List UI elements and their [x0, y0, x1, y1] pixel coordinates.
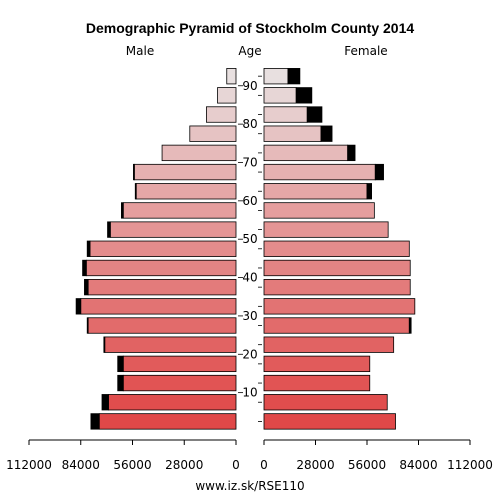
age-tick-label-60: 60: [242, 194, 257, 208]
age-tick-label-70: 70: [242, 155, 257, 169]
female-bar-35-39: [263, 278, 411, 296]
male-foreign-bar-30-34: [75, 298, 82, 315]
male-foreign-bar-50-54: [107, 221, 111, 238]
x-tick-label-9: 112000: [447, 458, 493, 472]
female-bar-45-49: [263, 240, 410, 257]
age-tick-label-50: 50: [242, 232, 257, 246]
male-bar-50-54: [109, 221, 237, 238]
age-tick-label-80: 80: [242, 117, 257, 131]
female-axis-label: Female: [344, 44, 387, 58]
age-axis: 10 20 30 40 50 60 70 80 90: [238, 75, 262, 422]
male-bar-85-89: [217, 87, 237, 104]
female-foreign-bar-65-69: [374, 163, 384, 181]
female-foreign-bar-90+: [287, 68, 301, 85]
female-bar-50-54: [263, 221, 389, 238]
male-foreign-bar-20-24: [103, 336, 106, 353]
male-foreign-bar-10-14: [117, 374, 124, 392]
male-foreign-bar-65-69: [133, 163, 135, 181]
female-bar-60-64: [263, 183, 368, 200]
female-foreign-bar-70-74: [347, 144, 356, 162]
x-tick-label-4: 0: [232, 458, 240, 472]
male-foreign-bar-35-39: [84, 278, 89, 296]
male-bar-90+: [226, 68, 237, 85]
female-bar-40-44: [263, 259, 411, 277]
male-bar-5-9: [108, 394, 237, 411]
x-axis: 112000 84000 56000 28000 0 0 28000 56000 84000 11…: [6, 439, 493, 472]
female-bars: [263, 68, 416, 430]
male-foreign-bar-45-49: [86, 240, 91, 257]
male-foreign-bar-25-29: [86, 317, 89, 334]
female-bar-80-84: [263, 106, 308, 123]
male-axis-label: Male: [126, 44, 154, 58]
female-bar-90+: [263, 68, 289, 85]
male-bars: [75, 68, 237, 430]
x-tick-label-3: 28000: [165, 458, 203, 472]
female-bar-0-4: [263, 413, 396, 430]
male-bar-25-29: [87, 317, 237, 334]
chart-title: Demographic Pyramid of Stockholm County …: [86, 20, 415, 36]
female-foreign-bar-75-79: [320, 125, 333, 142]
female-bar-10-14: [263, 374, 371, 392]
male-foreign-bar-60-64: [134, 183, 137, 200]
female-bar-65-69: [263, 163, 376, 181]
male-foreign-bar-0-4: [90, 413, 100, 430]
x-tick-label-1: 84000: [62, 458, 100, 472]
male-bar-45-49: [89, 240, 237, 257]
age-tick-label-90: 90: [242, 79, 257, 93]
female-bar-85-89: [263, 87, 297, 104]
female-foreign-bar-60-64: [366, 183, 372, 200]
female-bar-55-59: [263, 202, 375, 219]
male-bar-80-84: [206, 106, 237, 123]
male-bar-0-4: [98, 413, 237, 430]
female-bar-75-79: [263, 125, 322, 142]
male-bar-40-44: [85, 259, 237, 277]
female-foreign-bar-25-29: [408, 317, 412, 334]
x-tick-label-8: 84000: [399, 458, 437, 472]
male-bar-75-79: [189, 125, 237, 142]
female-bar-25-29: [263, 317, 410, 334]
male-bar-35-39: [87, 278, 237, 296]
male-bar-55-59: [122, 202, 237, 219]
male-foreign-bar-15-19: [117, 355, 124, 373]
age-tick-label-40: 40: [242, 271, 257, 285]
age-tick-label-30: 30: [242, 309, 257, 323]
source-label: www.iz.sk/RSE110: [195, 479, 304, 493]
male-bar-60-64: [135, 183, 237, 200]
male-foreign-bar-5-9: [101, 394, 109, 411]
male-foreign-bar-40-44: [82, 259, 87, 277]
x-tick-label-6: 28000: [296, 458, 334, 472]
x-tick-label-7: 56000: [348, 458, 386, 472]
male-bar-15-19: [122, 355, 237, 373]
female-bar-70-74: [263, 144, 349, 162]
x-tick-label-5: 0: [260, 458, 268, 472]
female-bar-5-9: [263, 394, 388, 411]
male-bar-70-74: [161, 144, 237, 162]
female-bar-30-34: [263, 298, 416, 315]
male-bar-10-14: [122, 374, 237, 392]
male-bar-20-24: [104, 336, 237, 353]
male-bar-65-69: [133, 163, 237, 181]
female-foreign-bar-80-84: [306, 106, 323, 123]
age-tick-label-10: 10: [242, 386, 257, 400]
female-foreign-bar-85-89: [295, 87, 313, 104]
female-bar-20-24: [263, 336, 395, 353]
male-foreign-bar-55-59: [121, 202, 124, 219]
age-tick-label-20: 20: [242, 347, 257, 361]
female-bar-15-19: [263, 355, 371, 373]
x-tick-label-0: 112000: [6, 458, 52, 472]
male-bar-30-34: [80, 298, 237, 315]
x-tick-label-2: 56000: [113, 458, 151, 472]
age-axis-label: Age: [238, 44, 261, 58]
